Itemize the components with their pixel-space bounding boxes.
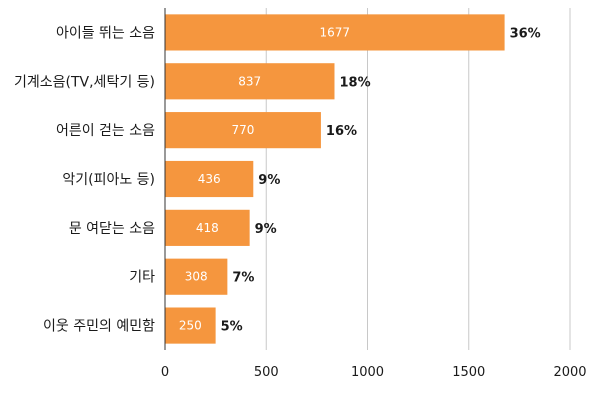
category-label: 아이들 뛰는 소음 bbox=[56, 25, 155, 41]
bar bbox=[165, 209, 250, 246]
category-label: 이웃 주민의 예민함 bbox=[43, 319, 155, 335]
bar-value-label: 770 bbox=[232, 123, 255, 137]
bar bbox=[165, 14, 505, 51]
bar-percent-label: 36% bbox=[510, 26, 541, 41]
bar-percent-label: 18% bbox=[339, 75, 370, 90]
x-tick-label: 0 bbox=[161, 365, 169, 380]
bar-percent-label: 5% bbox=[221, 320, 243, 335]
bar bbox=[165, 258, 228, 295]
category-label: 문 여닫는 소음 bbox=[69, 221, 155, 237]
x-tick-label: 1000 bbox=[351, 365, 384, 380]
bar bbox=[165, 307, 216, 344]
x-tick-label: 2000 bbox=[553, 365, 586, 380]
bar-percent-label: 16% bbox=[326, 124, 357, 139]
category-label: 악기(피아노 등) bbox=[62, 172, 155, 188]
bar-value-label: 250 bbox=[179, 319, 202, 333]
bar-percent-label: 7% bbox=[232, 271, 254, 286]
x-tick-label: 500 bbox=[254, 365, 279, 380]
bars: 1677 36% 837 18% 770 16% 436 9% 418 9% 308 7% 250 5% bbox=[165, 14, 541, 344]
category-label: 기타 bbox=[129, 270, 155, 286]
bar-value-label: 1677 bbox=[320, 25, 351, 39]
bar-percent-label: 9% bbox=[258, 173, 280, 188]
category-label: 어른이 걷는 소음 bbox=[56, 123, 155, 139]
bar bbox=[165, 112, 321, 149]
bar-value-label: 837 bbox=[238, 74, 261, 88]
x-tick-label: 1500 bbox=[452, 365, 485, 380]
x-axis-ticks: 0 500 1000 1500 2000 bbox=[161, 365, 587, 380]
bar-value-label: 436 bbox=[198, 172, 221, 186]
bar-value-label: 308 bbox=[185, 270, 208, 284]
bar bbox=[165, 160, 254, 198]
bar-percent-label: 9% bbox=[255, 222, 277, 237]
gridlines bbox=[265, 8, 571, 350]
category-label: 기계소음(TV,세탁기 등) bbox=[14, 74, 155, 90]
bar bbox=[165, 63, 335, 100]
bar-value-label: 418 bbox=[196, 221, 219, 235]
